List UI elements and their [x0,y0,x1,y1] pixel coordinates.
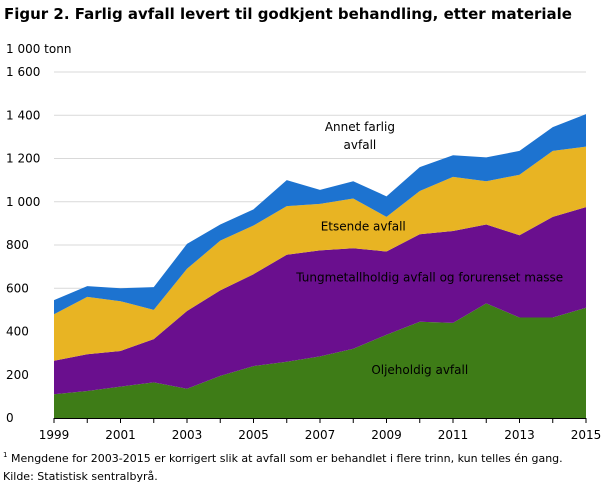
area-annet-farlig-avfall [54,114,586,315]
y-tick-label: 1 600 [6,65,40,79]
y-tick-label: 1 200 [6,152,40,166]
footnote: 1 Mengdene for 2003-2015 er korrigert sl… [3,451,563,465]
x-tick-label: 2005 [238,428,269,442]
area-series [54,114,586,418]
y-tick-label: 400 [6,325,29,339]
x-tick-label: 2007 [305,428,336,442]
area-label-oljeholdig-avfall: Oljeholdig avfall [371,363,468,377]
y-tick-label: 1 400 [6,108,40,122]
area-labels: Annet farlig avfall Etsende avfall Tungmeta… [295,120,563,377]
x-tick-label: 2011 [438,428,469,442]
axes [53,418,587,423]
y-tick-label: 1 000 [6,195,40,209]
y-tick-label: 800 [6,238,29,252]
chart-title: Figur 2. Farlig avfall levert til godkje… [4,5,572,23]
y-tick-label: 0 [6,411,14,425]
footnote-marker: 1 [3,451,8,459]
y-axis-unit-label: 1 000 tonn [6,42,72,56]
x-tick-label: 1999 [39,428,70,442]
x-tick-label: 2003 [172,428,203,442]
area-etsende-avfall [54,146,586,361]
area-label-annet-farlig-avfall: Annet farlig avfall [325,120,395,152]
x-tick-label: 2013 [504,428,535,442]
x-tick-label: 2009 [371,428,402,442]
y-tick-label: 600 [6,281,29,295]
y-tick-labels: 0 200 400 600 800 1 000 1 200 1 400 1 600 [6,65,40,425]
x-tick-labels: 1999 2001 2003 2005 2007 2009 2011 2013 2015 [39,428,602,442]
area-tungmetallholdig-avfall-og-forurenset-masse [54,207,586,395]
area-label-tungmetallholdig-avfall-og-forurenset-masse: Tungmetallholdig avfall og forurenset ma… [295,271,563,285]
x-tick-label: 2015 [571,428,602,442]
area-oljeholdig-avfall [54,303,586,418]
x-tick-label: 2001 [105,428,136,442]
source-note: Kilde: Statistisk sentralbyrå. [3,470,158,483]
area-label-etsende-avfall: Etsende avfall [321,220,406,234]
y-tick-label: 200 [6,368,29,382]
footnote-text: Mengdene for 2003-2015 er korrigert slik… [10,452,563,465]
